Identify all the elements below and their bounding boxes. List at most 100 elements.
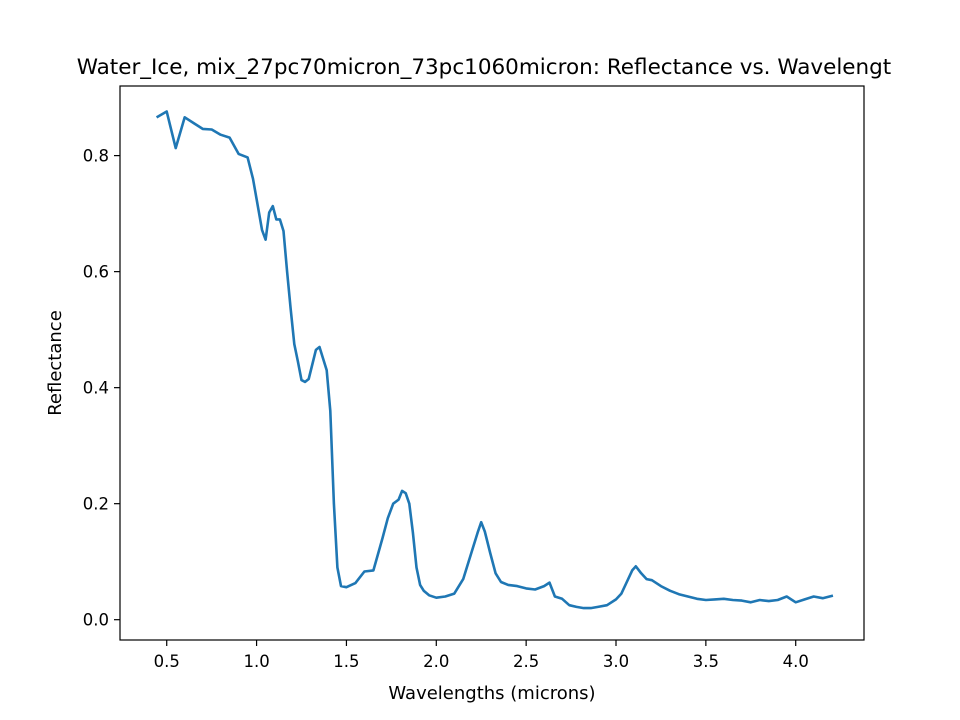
data-point (286, 270, 288, 273)
data-point (246, 156, 249, 159)
data-point (408, 502, 411, 505)
data-point (687, 595, 689, 598)
data-point (714, 598, 716, 601)
data-point (620, 592, 623, 595)
data-point (311, 363, 314, 366)
data-point (293, 343, 296, 345)
data-point (568, 604, 571, 606)
x-tick-label: 0.5 (154, 652, 180, 671)
data-point (534, 588, 536, 591)
data-point (304, 381, 306, 383)
data-point (480, 521, 483, 523)
data-point (372, 569, 375, 572)
data-point (678, 593, 680, 595)
data-point (428, 594, 430, 597)
data-point (759, 599, 761, 601)
data-point (776, 599, 779, 601)
data-point (219, 133, 222, 136)
y-tick-label: 0.2 (83, 495, 109, 514)
x-tick-label: 3.5 (693, 652, 719, 671)
data-point (397, 498, 400, 501)
data-point (412, 531, 414, 534)
series-points (156, 110, 833, 609)
data-point (435, 596, 438, 599)
data-point (307, 378, 310, 380)
data-point (300, 379, 303, 381)
data-point (255, 198, 258, 200)
data-point (597, 606, 599, 608)
data-point (363, 570, 366, 573)
data-point (500, 581, 502, 583)
x-tick-label: 1.0 (243, 652, 269, 671)
data-point (333, 502, 335, 505)
x-axis-label: Wavelengths (microns) (388, 683, 595, 704)
data-point (381, 537, 384, 540)
y-axis-label: Reflectance (45, 310, 66, 416)
data-point (282, 230, 285, 232)
data-point (705, 599, 707, 601)
data-point (548, 581, 551, 584)
x-tick-label: 3.0 (603, 652, 629, 671)
y-tick-label: 0.8 (83, 147, 109, 166)
x-tick-label: 2.0 (423, 652, 449, 671)
data-point (543, 585, 545, 587)
data-point (635, 565, 637, 568)
data-point (640, 572, 642, 575)
data-point (401, 490, 403, 492)
data-point (183, 116, 186, 119)
plot-area (120, 86, 864, 640)
data-point (615, 598, 617, 601)
data-point (261, 229, 263, 231)
y-tick-label: 0.6 (83, 263, 109, 282)
data-point (651, 579, 653, 581)
data-point (590, 607, 592, 609)
data-point (392, 502, 395, 505)
data-point (228, 136, 231, 139)
plot-frame (119, 85, 865, 641)
data-point (264, 238, 267, 241)
data-point (325, 369, 328, 372)
x-tick-label: 4.0 (783, 652, 809, 671)
data-point (444, 595, 447, 598)
data-point (156, 115, 159, 118)
data-point (785, 595, 788, 598)
data-point (696, 598, 698, 600)
data-point (462, 578, 465, 580)
data-point (318, 346, 321, 348)
data-point (660, 585, 662, 587)
data-point (329, 410, 332, 412)
data-point (582, 607, 585, 609)
data-point (404, 492, 407, 495)
data-point (336, 566, 339, 569)
x-axis-ticks: 0.5 1.0 1.5 2.0 2.5 3.0 3.5 4.0 (154, 640, 809, 671)
data-point (297, 360, 299, 363)
data-point (275, 218, 278, 221)
data-point (237, 153, 240, 155)
data-point (165, 110, 168, 113)
data-point (741, 599, 743, 602)
data-point (626, 581, 628, 583)
data-point (476, 531, 479, 534)
x-tick-label: 1.5 (333, 652, 359, 671)
data-point (322, 357, 324, 360)
y-tick-label: 0.0 (83, 611, 109, 630)
data-point (507, 584, 510, 586)
data-point (821, 597, 824, 599)
data-point (419, 584, 421, 586)
data-point (794, 601, 797, 604)
data-point (669, 589, 671, 592)
data-point (289, 308, 292, 311)
data-point (803, 598, 806, 601)
data-point (561, 598, 563, 600)
data-point (354, 582, 357, 584)
data-point (484, 530, 486, 533)
data-point (750, 601, 752, 604)
chart-title: Water_Ice, mix_27pc70micron_73pc1060micr… (77, 55, 892, 80)
data-point (516, 585, 518, 587)
data-point (489, 552, 492, 554)
data-point (471, 549, 474, 551)
data-point (192, 122, 195, 124)
data-point (723, 598, 725, 600)
data-point (279, 218, 281, 221)
data-point (415, 566, 418, 569)
